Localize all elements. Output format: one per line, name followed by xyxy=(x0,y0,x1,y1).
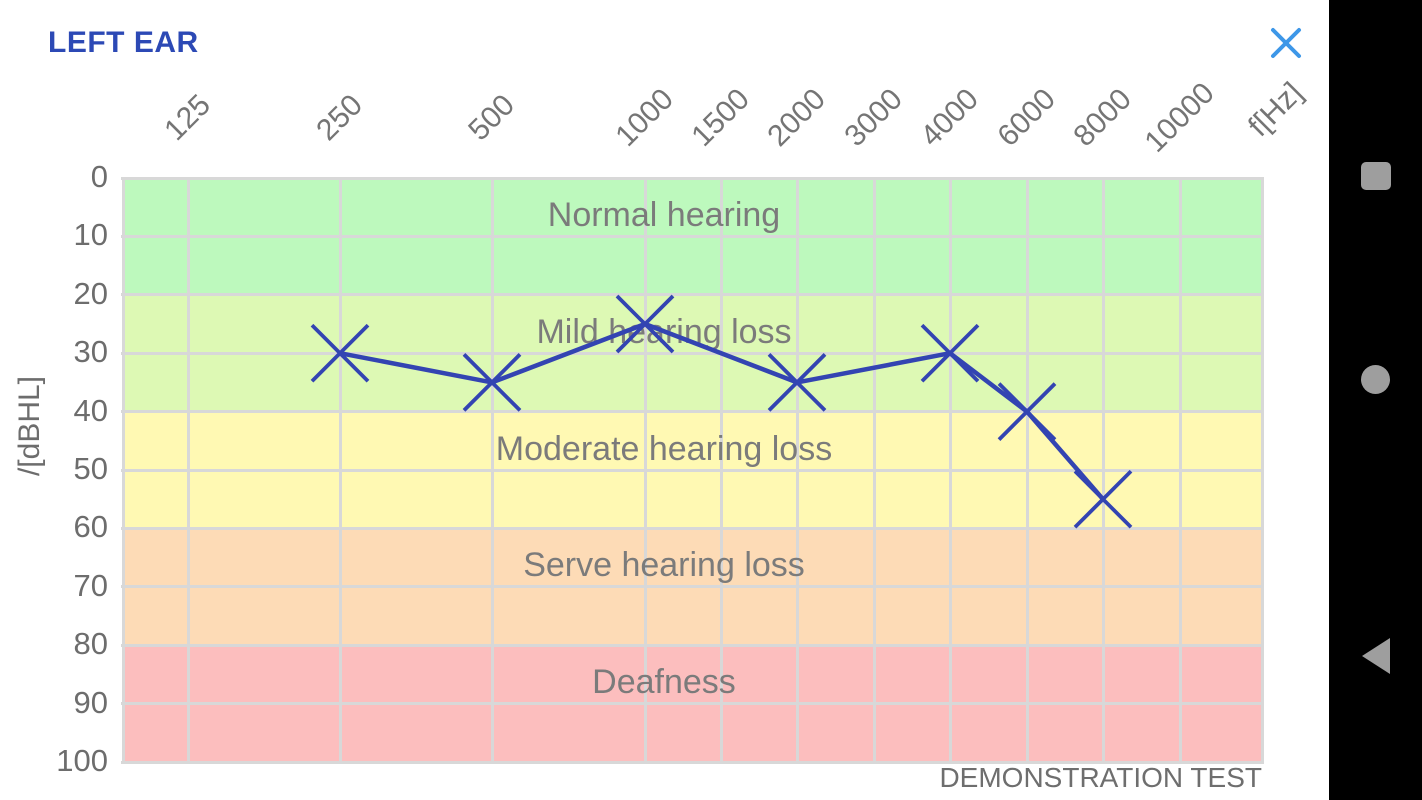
y-axis-tick-label: 30 xyxy=(73,334,108,370)
x-axis-tick-label: 250 xyxy=(310,88,370,148)
y-axis-tick-label: 90 xyxy=(73,684,108,720)
back-triangle-icon xyxy=(1361,638,1390,674)
x-axis-tick-label: 1500 xyxy=(685,82,756,153)
x-axis-tick-label: 6000 xyxy=(991,82,1062,153)
y-axis-tick-label: 70 xyxy=(73,567,108,603)
horizontal-gridline xyxy=(121,702,1264,706)
home-button[interactable] xyxy=(1329,334,1422,424)
close-button[interactable] xyxy=(1264,21,1308,65)
horizontal-gridline xyxy=(121,526,1264,530)
recents-button[interactable] xyxy=(1329,131,1422,221)
horizontal-gridline xyxy=(121,468,1264,472)
horizontal-gridline xyxy=(121,293,1264,297)
horizontal-gridline xyxy=(121,410,1264,414)
vertical-gridline xyxy=(121,178,125,762)
x-axis-tick-label: 1000 xyxy=(609,82,680,153)
y-axis-tick-label: 10 xyxy=(73,217,108,253)
home-circle-icon xyxy=(1361,364,1390,394)
horizontal-gridline xyxy=(121,585,1264,589)
page-title: LEFT EAR xyxy=(48,26,199,59)
zone-label-mild-hearing-loss: Mild hearing loss xyxy=(536,312,792,351)
zone-label-deafness: Deafness xyxy=(592,663,736,702)
y-axis-title: /[dBHL] xyxy=(13,375,46,477)
vertical-gridline xyxy=(1260,178,1264,762)
x-axis-tick-label: 500 xyxy=(462,88,522,148)
horizontal-gridline xyxy=(121,234,1264,238)
zone-label-normal-hearing: Normal hearing xyxy=(547,196,781,234)
vertical-gridline xyxy=(186,178,190,762)
horizontal-gridline xyxy=(121,351,1264,355)
x-axis-tick-label: 4000 xyxy=(914,82,985,153)
zone-label-serve-hearing-loss: Serve hearing loss xyxy=(523,546,805,585)
x-axis-tick-label: 2000 xyxy=(761,82,832,153)
horizontal-gridline xyxy=(121,176,1264,180)
y-axis-tick-label: 80 xyxy=(73,626,108,662)
recents-square-icon xyxy=(1360,162,1391,190)
y-axis-tick-label: 0 xyxy=(90,159,108,194)
x-axis-tick-label: 125 xyxy=(158,88,218,148)
y-axis-tick-label: 40 xyxy=(73,392,108,428)
android-nav-bar xyxy=(1329,0,1422,800)
y-axis-tick-label: 20 xyxy=(73,275,108,311)
demonstration-test-label: DEMONSTRATION TEST xyxy=(939,762,1262,793)
y-axis-tick-label: 60 xyxy=(73,509,108,545)
zone-label-moderate-hearing-loss: Moderate hearing loss xyxy=(495,429,833,468)
horizontal-gridline xyxy=(121,760,1264,764)
x-axis-tick-label: 10000 xyxy=(1138,76,1221,159)
x-axis-tick-label: 8000 xyxy=(1067,82,1138,153)
back-button[interactable] xyxy=(1329,611,1422,701)
x-axis-tick-label: 3000 xyxy=(838,82,909,153)
vertical-gridline xyxy=(1178,178,1182,762)
close-icon xyxy=(1271,28,1301,58)
horizontal-gridline xyxy=(121,643,1264,647)
y-axis-tick-label: 50 xyxy=(73,451,108,486)
y-axis-tick-label: 100 xyxy=(56,743,108,778)
x-axis-unit-label: f[Hz] xyxy=(1242,76,1310,144)
